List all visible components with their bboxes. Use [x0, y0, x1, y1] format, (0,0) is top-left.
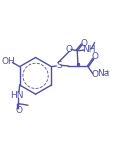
Text: HN: HN [10, 91, 24, 100]
Text: -: - [97, 70, 99, 75]
Text: O: O [92, 52, 99, 61]
Text: O: O [65, 45, 72, 54]
Text: NH: NH [82, 45, 95, 54]
Text: +: + [104, 69, 109, 74]
Text: Na: Na [97, 69, 109, 78]
Text: O: O [92, 70, 99, 79]
Text: S: S [56, 61, 62, 70]
Text: O: O [81, 39, 88, 48]
Text: O: O [15, 106, 22, 115]
Text: OH: OH [2, 57, 15, 66]
